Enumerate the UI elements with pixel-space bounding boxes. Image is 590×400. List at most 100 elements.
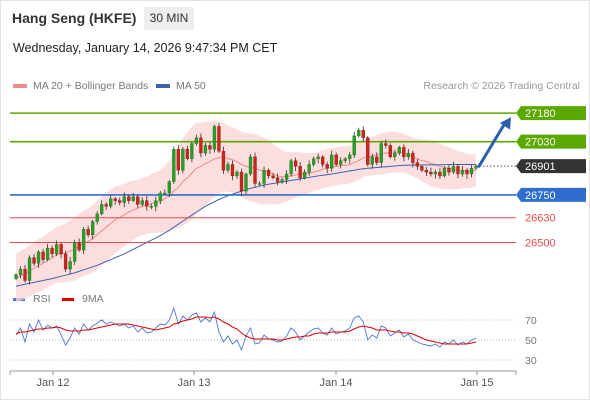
candle	[339, 157, 343, 169]
candle-up	[348, 154, 352, 159]
candle-down	[456, 166, 460, 175]
candle-down	[402, 147, 406, 158]
candle-down	[415, 162, 420, 167]
candle	[18, 266, 23, 279]
candle	[460, 166, 465, 177]
credit-label: Research © 2026 Trading Central	[423, 80, 580, 92]
candle-down	[199, 137, 203, 154]
interval-badge[interactable]: 30 MIN	[144, 7, 194, 30]
candle	[41, 248, 45, 263]
candle-up	[68, 261, 72, 270]
candle-down	[325, 164, 329, 169]
candle-down	[388, 145, 392, 158]
candle-up	[244, 173, 248, 192]
candle	[72, 239, 77, 265]
candle	[217, 123, 221, 153]
candle-up	[357, 130, 361, 137]
candle	[384, 139, 388, 149]
ma50-swatch-icon	[156, 84, 170, 88]
rsi-line	[15, 306, 477, 352]
legend-rsi-label: RSI	[33, 293, 51, 305]
candle-down	[438, 171, 442, 177]
candle-down	[86, 228, 90, 236]
candle	[212, 124, 217, 153]
candle-up	[280, 179, 284, 182]
candle	[118, 197, 122, 206]
candle-up	[284, 173, 289, 180]
candle-down	[321, 156, 325, 165]
level-label-26500: 26500	[525, 237, 556, 249]
candle-down	[239, 171, 244, 192]
legend-ma50: MA 50	[156, 80, 206, 92]
level-tag-text: 26901	[525, 161, 556, 173]
candle-up	[469, 168, 474, 175]
candle	[442, 166, 447, 178]
candle	[23, 264, 27, 283]
candle-up	[343, 158, 347, 161]
candle-up	[235, 171, 239, 177]
rsi-panel: 70 50 30	[10, 306, 537, 367]
candle-up	[149, 206, 153, 208]
candle-down	[221, 150, 226, 171]
candle-down	[77, 242, 81, 251]
candle	[375, 152, 379, 166]
candle-up	[451, 166, 456, 173]
candle-up	[95, 213, 99, 222]
x-tick-label: Jan 14	[319, 377, 352, 389]
candle-down	[230, 164, 235, 177]
candle	[244, 172, 248, 195]
candle-up	[262, 169, 266, 184]
candle	[149, 203, 153, 210]
candle-up	[27, 257, 32, 281]
level-tag-box	[516, 134, 586, 149]
candle	[302, 169, 307, 180]
candle-down	[208, 145, 212, 150]
candle	[465, 168, 469, 179]
candle	[199, 133, 203, 158]
candle	[109, 195, 113, 209]
candle	[77, 238, 81, 252]
candle-down	[136, 196, 140, 205]
instrument-title: Hang Seng (HKFE)	[12, 10, 137, 26]
candle	[136, 194, 140, 209]
candle	[145, 196, 149, 211]
candle	[474, 164, 478, 170]
candle-up	[379, 143, 383, 163]
candle	[370, 153, 374, 169]
candle	[59, 242, 63, 259]
price-panel: 27180 27030 26901 26750 26630 26500	[10, 106, 586, 304]
candle	[262, 166, 266, 189]
candle-down	[176, 149, 181, 171]
level-tag-27030: 27030	[516, 134, 586, 149]
candle-down	[104, 204, 108, 207]
candle	[325, 161, 329, 174]
candle	[163, 189, 167, 195]
candle	[253, 152, 257, 188]
candle-up	[316, 156, 320, 159]
candle-up	[194, 137, 199, 144]
candle-down	[384, 143, 388, 146]
candle	[36, 250, 41, 269]
candle-down	[217, 126, 221, 152]
candle-up	[406, 152, 411, 158]
candle	[420, 164, 424, 173]
candle-up	[339, 160, 343, 165]
candle	[235, 169, 239, 179]
candle	[127, 194, 131, 204]
candle	[293, 157, 298, 172]
candle-down	[465, 169, 469, 175]
candle-up	[257, 183, 262, 185]
candle	[203, 142, 208, 156]
x-tick-label: Jan 15	[460, 377, 493, 389]
candle-up	[212, 126, 217, 150]
candle	[357, 127, 361, 138]
level-tag-text: 27180	[525, 108, 556, 120]
candle	[248, 154, 253, 176]
candle	[194, 134, 199, 146]
level-tag-27180: 27180	[516, 106, 586, 121]
candle	[361, 126, 365, 142]
candle-up	[330, 154, 334, 169]
candle	[257, 181, 262, 186]
candle	[456, 163, 460, 179]
